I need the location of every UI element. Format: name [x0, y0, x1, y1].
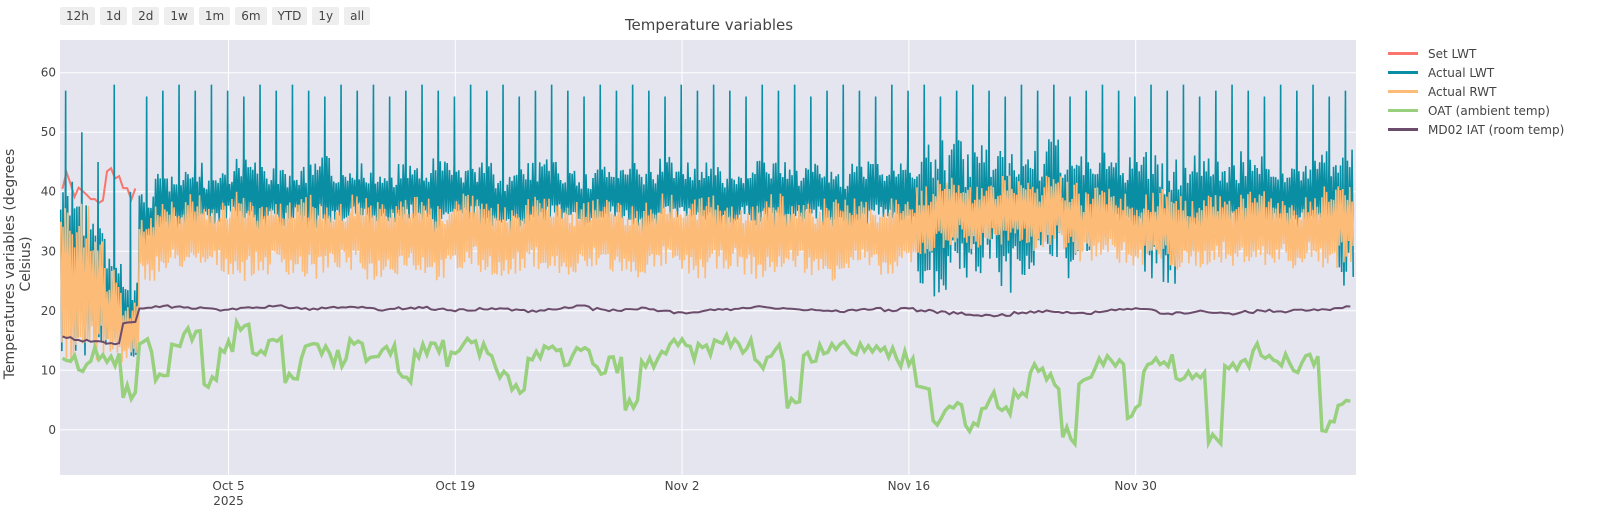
legend-item-actual-lwt[interactable]: Actual LWT — [1388, 63, 1564, 82]
series-actual-lwt-line — [59, 84, 1355, 357]
x-tick-label: Nov 30 — [1114, 479, 1157, 493]
legend-label: MD02 IAT (room temp) — [1428, 122, 1565, 137]
series-actual-rwt-line — [59, 175, 1355, 363]
legend-swatch — [1388, 52, 1418, 55]
x-tick-label: Nov 16 — [888, 479, 931, 493]
legend-label: Set LWT — [1428, 46, 1477, 61]
range-12h-button[interactable]: 12h — [60, 7, 95, 25]
legend-item-set-lwt[interactable]: Set LWT — [1388, 44, 1564, 63]
legend-label: Actual RWT — [1428, 84, 1497, 99]
series-oat-line — [61, 316, 1351, 450]
legend-item-iat[interactable]: MD02 IAT (room temp) — [1388, 120, 1564, 139]
legend-label: Actual LWT — [1428, 65, 1495, 80]
series-iat-line — [62, 304, 1351, 346]
legend-swatch — [1388, 128, 1418, 131]
legend-swatch — [1388, 90, 1418, 93]
legend-label: OAT (ambient temp) — [1428, 103, 1550, 118]
range-ytd-button[interactable]: YTD — [271, 7, 308, 25]
range-1d-button[interactable]: 1d — [99, 7, 128, 25]
legend-swatch — [1388, 109, 1418, 112]
x-tick-label: Nov 2 — [665, 479, 700, 493]
y-tick-label: 50 — [41, 125, 56, 139]
range-selector: 12h 1d 2d 1w 1m 6m YTD 1y all — [60, 7, 371, 25]
y-tick-label: 60 — [41, 66, 56, 80]
y-tick-label: 20 — [41, 304, 56, 318]
legend-item-oat[interactable]: OAT (ambient temp) — [1388, 101, 1564, 120]
range-2d-button[interactable]: 2d — [132, 7, 160, 25]
x-tick-label: Oct 5 — [212, 479, 244, 493]
range-all-button[interactable]: all — [344, 7, 371, 25]
y-tick-label: 30 — [41, 244, 56, 258]
legend-swatch — [1388, 71, 1418, 74]
range-1m-button[interactable]: 1m — [198, 7, 231, 25]
range-1y-button[interactable]: 1y — [312, 7, 340, 25]
x-tick-year: 2025 — [213, 494, 244, 508]
legend-item-actual-rwt[interactable]: Actual RWT — [1388, 82, 1564, 101]
y-tick-label: 10 — [41, 363, 56, 377]
range-6m-button[interactable]: 6m — [235, 7, 267, 25]
legend: Set LWT Actual LWT Actual RWT OAT (ambie… — [1388, 44, 1564, 139]
chart-title: Temperature variables — [624, 16, 794, 34]
range-1w-button[interactable]: 1w — [164, 7, 194, 25]
y-tick-label: 0 — [48, 423, 56, 437]
x-tick-label: Oct 19 — [435, 479, 475, 493]
y-tick-label: 40 — [41, 185, 56, 199]
